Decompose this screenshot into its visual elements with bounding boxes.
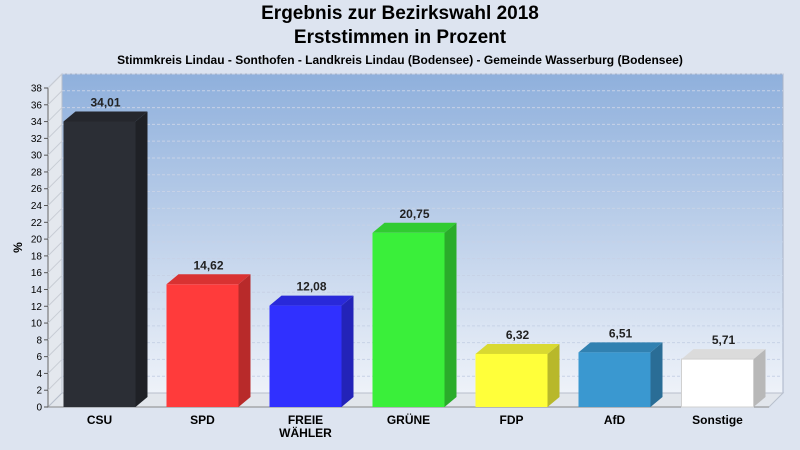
bar-side	[341, 295, 354, 407]
bar	[475, 343, 560, 407]
y-tick-label: 8	[36, 335, 42, 346]
gridline-side	[47, 191, 63, 206]
bar	[269, 295, 354, 407]
y-tick-label: 26	[31, 184, 43, 195]
bar-value-label: 14,62	[193, 258, 223, 272]
x-tick-label: CSU	[87, 413, 112, 427]
bar-front	[166, 284, 239, 407]
x-tick-label: SPD	[190, 413, 215, 427]
bar-top	[475, 343, 560, 354]
bar-top	[166, 274, 251, 285]
gridline-side	[47, 291, 63, 307]
y-tick-label: 30	[31, 151, 43, 162]
y-tick-label: 10	[31, 319, 43, 330]
bar-front	[269, 305, 342, 407]
x-tick-label: Sonstige	[692, 413, 743, 427]
y-tick-label: 20	[31, 235, 43, 246]
y-tick-label: 32	[31, 134, 43, 145]
bar	[681, 349, 766, 408]
gridline-side	[47, 157, 63, 173]
bar-side	[650, 342, 663, 407]
bar	[372, 222, 457, 407]
y-tick-label: 0	[36, 403, 42, 414]
gridline-side	[47, 342, 63, 357]
bar-value-label: 6,32	[506, 328, 530, 342]
gridline-side	[47, 308, 63, 324]
bar-front	[63, 121, 136, 408]
y-tick-label: 24	[31, 201, 43, 212]
bar-side	[547, 343, 560, 407]
bar	[166, 274, 251, 407]
gridline-side	[47, 207, 63, 223]
bar-value-label: 5,71	[712, 333, 736, 347]
y-tick-label: 6	[36, 352, 42, 363]
y-tick-label: 12	[31, 302, 43, 313]
bar-value-label: 12,08	[296, 280, 326, 294]
bar-front	[578, 352, 651, 407]
y-tick-label: 14	[31, 285, 43, 296]
gridline-side	[47, 107, 63, 122]
bar-side	[135, 111, 148, 408]
bar-side	[753, 349, 766, 407]
y-tick-label: 2	[36, 386, 42, 397]
bar	[63, 111, 148, 408]
chart-region-label: Stimmkreis Lindau - Sonthofen - Landkrei…	[117, 53, 683, 67]
y-tick-label: 16	[31, 268, 43, 279]
bar-front	[372, 232, 445, 407]
y-axis-label: %	[11, 242, 25, 253]
bar-top	[372, 222, 457, 233]
bar-value-label: 6,51	[609, 326, 633, 340]
gridline-side	[47, 258, 63, 274]
x-tick-label: FDP	[500, 413, 524, 427]
gridline-side	[47, 124, 63, 139]
y-tick-label: 18	[31, 251, 43, 262]
bar-side	[444, 222, 457, 407]
x-tick-label: AfD	[604, 413, 626, 427]
bar-value-label: 34,01	[90, 95, 120, 109]
chart-subtitle: Erststimmen in Prozent	[293, 27, 507, 48]
y-tick-label: 28	[31, 167, 43, 178]
bar	[578, 342, 663, 407]
bar-front	[681, 358, 754, 408]
side-wall	[47, 72, 63, 409]
y-tick-label: 4	[36, 369, 42, 380]
gridline-side	[47, 73, 63, 89]
gridline-side	[47, 325, 63, 341]
x-tick-label: GRÜNE	[387, 412, 430, 427]
gridline-side	[47, 224, 63, 240]
y-tick-label: 36	[31, 100, 43, 111]
bar-top	[269, 295, 354, 306]
y-tick-label: 34	[31, 117, 43, 128]
y-tick-label: 38	[31, 84, 43, 95]
bar-value-label: 20,75	[399, 207, 429, 221]
chart-title: Ergebnis zur Bezirkswahl 2018	[261, 3, 539, 24]
bar-top	[63, 111, 148, 122]
bar-top	[681, 349, 766, 360]
gridline-side	[47, 174, 63, 190]
y-tick-label: 22	[31, 218, 43, 229]
bar-front	[475, 353, 548, 407]
gridline-side	[47, 241, 63, 257]
bar-side	[238, 274, 251, 407]
gridline-side	[47, 90, 63, 106]
x-tick-label: WÄHLER	[279, 425, 332, 440]
x-tick-label: FREIE	[288, 413, 323, 427]
gridline-side	[47, 275, 63, 290]
gridline-side	[47, 140, 63, 156]
gridline-side	[47, 359, 63, 374]
bar-top	[578, 342, 663, 353]
gridline-side	[47, 375, 63, 391]
